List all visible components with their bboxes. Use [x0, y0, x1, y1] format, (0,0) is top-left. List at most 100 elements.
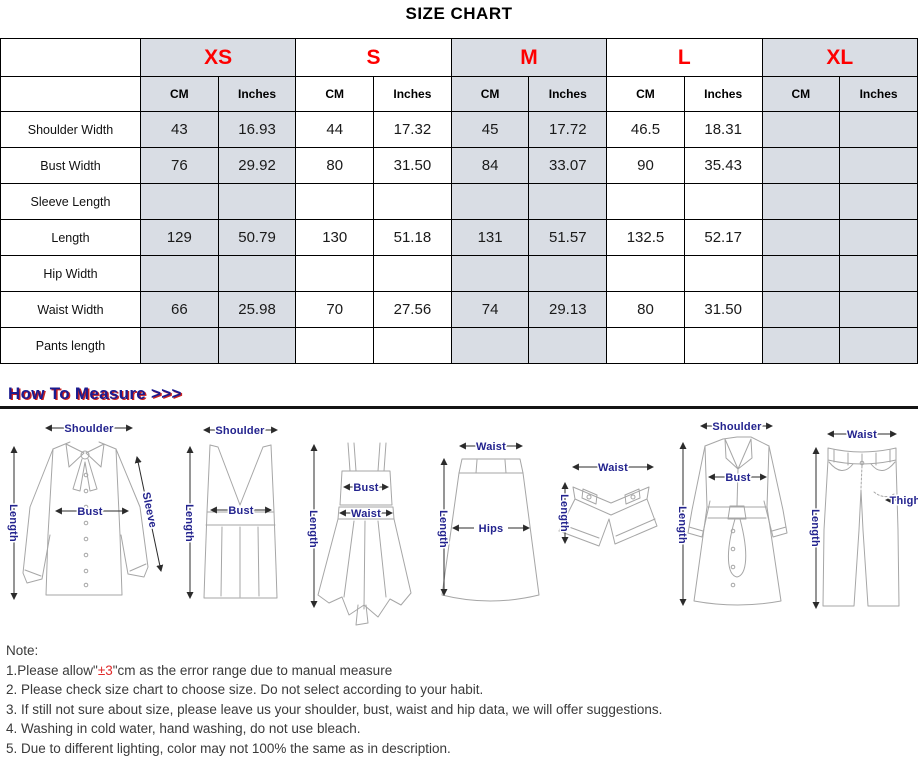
note-1-prefix: 1.Please allow"	[6, 663, 98, 678]
figure-dress: Length Bust Waist	[302, 429, 427, 629]
waist-label: Waist	[351, 508, 381, 520]
cell: 17.72	[529, 112, 607, 148]
row-label: Pants length	[1, 328, 141, 364]
cell: 50.79	[218, 220, 296, 256]
table-row: Sleeve Length	[1, 184, 918, 220]
cell: 90	[607, 148, 685, 184]
size-header-s: S	[296, 39, 451, 77]
unit-header-cm: CM	[451, 77, 529, 112]
dimension-arrows	[683, 426, 772, 605]
table-row: Hip Width	[1, 256, 918, 292]
length-label: Length	[307, 510, 319, 548]
table-row: Length 129 50.79 130 51.18 131 51.57 132…	[1, 220, 918, 256]
unit-header-inches: Inches	[840, 77, 918, 112]
table-row: Shoulder Width 43 16.93 44 17.32 45 17.7…	[1, 112, 918, 148]
skirt-diagram: Waist Length Hips	[430, 431, 550, 631]
shoulder-label: Shoulder	[712, 421, 762, 433]
cell	[762, 148, 840, 184]
note-item-3: 3. If still not sure about size, please …	[6, 700, 918, 720]
cell: 51.57	[529, 220, 607, 256]
pants-diagram: Waist Length Thigh	[800, 420, 918, 620]
tank-top-diagram: Shoulder Length Bust	[178, 417, 298, 617]
note-item-2: 2. Please check size chart to choose siz…	[6, 680, 918, 700]
length-label: Length	[183, 504, 195, 542]
length-label: Length	[676, 506, 688, 544]
shorts-diagram: Waist Length	[553, 423, 663, 623]
cell: 29.13	[529, 292, 607, 328]
size-header-m: M	[451, 39, 606, 77]
cell: 74	[451, 292, 529, 328]
row-label: Bust Width	[1, 148, 141, 184]
figure-pants: Waist Length Thigh	[800, 420, 918, 620]
cell	[840, 148, 918, 184]
cell: 27.56	[374, 292, 452, 328]
dimension-arrows	[444, 446, 529, 595]
cell	[374, 256, 452, 292]
cell: 80	[296, 148, 374, 184]
cell	[218, 256, 296, 292]
cell: 129	[141, 220, 219, 256]
cell	[840, 292, 918, 328]
cell: 43	[141, 112, 219, 148]
cell	[451, 256, 529, 292]
cell	[296, 184, 374, 220]
waist-label: Waist	[847, 429, 877, 441]
cell: 45	[451, 112, 529, 148]
note-1-highlight: ±3	[98, 663, 113, 678]
cell	[840, 256, 918, 292]
cell	[529, 328, 607, 364]
figure-coat: Shoulder Length Bust	[667, 415, 797, 615]
cell: 33.07	[529, 148, 607, 184]
size-chart-table: XS S M L XL CM Inches CM Inches CM Inche…	[0, 38, 918, 364]
size-header-row: XS S M L XL	[1, 39, 918, 77]
cell	[374, 328, 452, 364]
notes-heading: Note:	[6, 641, 918, 661]
length-label: Length	[558, 494, 570, 532]
size-header-xl: XL	[762, 39, 918, 77]
cell	[218, 184, 296, 220]
garment-outline	[23, 442, 148, 595]
figure-skirt: Waist Length Hips	[430, 431, 550, 631]
row-label: Sleeve Length	[1, 184, 141, 220]
cell	[296, 328, 374, 364]
cell	[684, 328, 762, 364]
dimension-arrows	[565, 467, 653, 543]
waist-label: Waist	[598, 462, 628, 474]
figure-tank-top: Shoulder Length Bust	[178, 417, 298, 617]
cell	[451, 184, 529, 220]
cell	[762, 292, 840, 328]
cell: 44	[296, 112, 374, 148]
size-header-xs: XS	[141, 39, 296, 77]
garment-outline	[318, 443, 411, 625]
page-title: SIZE CHART	[0, 0, 918, 38]
row-label: Hip Width	[1, 256, 141, 292]
unit-header-inches: Inches	[684, 77, 762, 112]
cell: 130	[296, 220, 374, 256]
coat-diagram: Shoulder Length Bust	[667, 415, 797, 615]
cell	[762, 112, 840, 148]
cell: 51.18	[374, 220, 452, 256]
notes-section: Note: 1.Please allow"±3"cm as the error …	[6, 641, 918, 758]
cell: 70	[296, 292, 374, 328]
cell: 52.17	[684, 220, 762, 256]
measure-figures-row: Shoulder Length Bust Sleeve Shoulder Len…	[0, 415, 918, 631]
bust-label: Bust	[77, 506, 102, 518]
size-header-l: L	[607, 39, 762, 77]
corner-cell-2	[1, 77, 141, 112]
unit-header-inches: Inches	[218, 77, 296, 112]
cell	[607, 328, 685, 364]
row-label: Length	[1, 220, 141, 256]
shoulder-label: Shoulder	[216, 425, 266, 437]
divider-line	[0, 406, 918, 409]
cell: 31.50	[374, 148, 452, 184]
how-to-measure-heading: How To Measure >>>	[8, 384, 918, 404]
garment-outline	[688, 437, 787, 605]
cell: 80	[607, 292, 685, 328]
cell	[529, 184, 607, 220]
cell: 84	[451, 148, 529, 184]
note-item-5: 5. Due to different lighting, color may …	[6, 739, 918, 758]
unit-header-inches: Inches	[374, 77, 452, 112]
cell	[762, 256, 840, 292]
cell: 17.32	[374, 112, 452, 148]
table-row: Pants length	[1, 328, 918, 364]
